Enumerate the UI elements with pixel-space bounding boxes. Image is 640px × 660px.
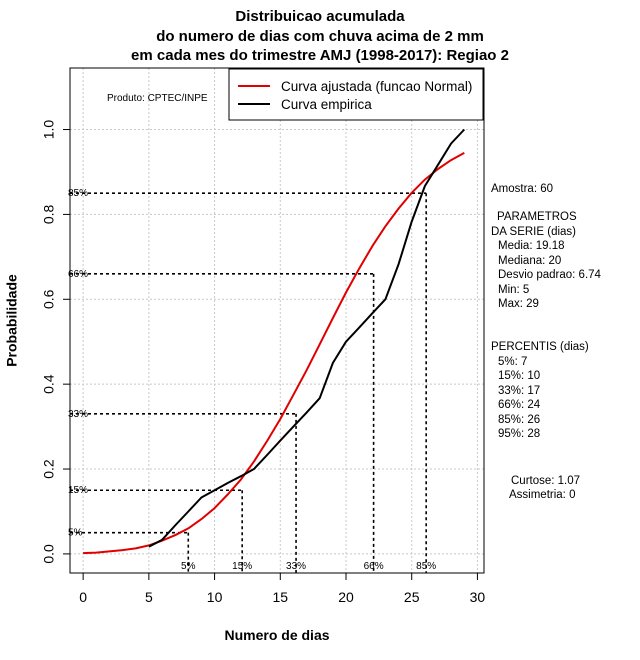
y-tick-label: 0.4 [41,374,57,394]
chart-title-line-3: em cada mes do trimestre AMJ (1998-2017)… [131,47,509,64]
percentil-95: 95%: 28 [498,428,541,440]
y-tick-label: 0.8 [41,204,57,224]
percentil-15: 15%: 10 [498,370,541,382]
percentis-title: PERCENTIS (dias) [491,341,589,353]
param-min: Min: 5 [498,284,530,296]
percentile-x-label: 33% [286,561,306,572]
kurtosis-value: Curtose: 1.07 [511,475,581,487]
legend-label: Curva ajustada (funcao Normal) [281,79,472,94]
y-tick-label: 0.0 [41,544,57,564]
params-title-2: DA SERIE (dias) [491,226,576,238]
empirical-curve [148,128,466,548]
skewness-value: Assimetria: 0 [509,489,576,501]
x-tick-label: 0 [79,589,87,605]
percentile-y-label: 85% [68,188,88,199]
percentil-66: 66%: 24 [498,399,541,411]
percentile-y-label: 5% [68,528,83,539]
legend-box [228,68,484,121]
y-tick-label: 0.2 [41,459,57,479]
plot-frame [69,67,485,574]
y-tick-label: 1.0 [41,120,57,140]
fitted-normal-curve [83,152,465,555]
x-tick-label: 10 [207,589,223,605]
x-tick-label: 20 [338,589,354,605]
sample-size: Amostra: 60 [491,183,553,195]
product-label: Produto: CPTEC/INPE [107,93,208,104]
percentile-x-label: 5% [181,561,196,572]
percentile-x-label: 85% [416,561,436,572]
legend-label: Curva empirica [281,97,372,112]
x-tick-label: 30 [470,589,486,605]
x-tick-label: 25 [404,589,420,605]
percentil-33: 33%: 17 [498,385,541,397]
percentile-y-label: 33% [68,409,88,420]
percentile-x-label: 66% [364,561,384,572]
percentile-y-label: 66% [68,269,88,280]
percentil-85: 85%: 26 [498,414,541,426]
percentil-5: 5%: 7 [498,356,528,368]
param-median: Mediana: 20 [498,255,562,267]
params-title-1: PARAMETROS [497,211,577,223]
y-axis-title: Probabilidade [4,274,20,367]
chart-title-line-1: Distribuicao acumulada [235,8,405,25]
percentile-x-label: 15% [232,561,252,572]
chart-title-line-2: do numero de dias com chuva acima de 2 m… [156,28,484,45]
x-tick-label: 5 [145,589,153,605]
percentile-y-label: 15% [68,485,88,496]
x-axis-title: Numero de dias [224,627,329,643]
x-tick-label: 15 [272,589,288,605]
param-stddev: Desvio padrao: 6.74 [498,269,601,281]
param-max: Max: 29 [498,298,539,310]
y-tick-label: 0.6 [41,289,57,309]
param-mean: Media: 19.18 [498,240,565,252]
